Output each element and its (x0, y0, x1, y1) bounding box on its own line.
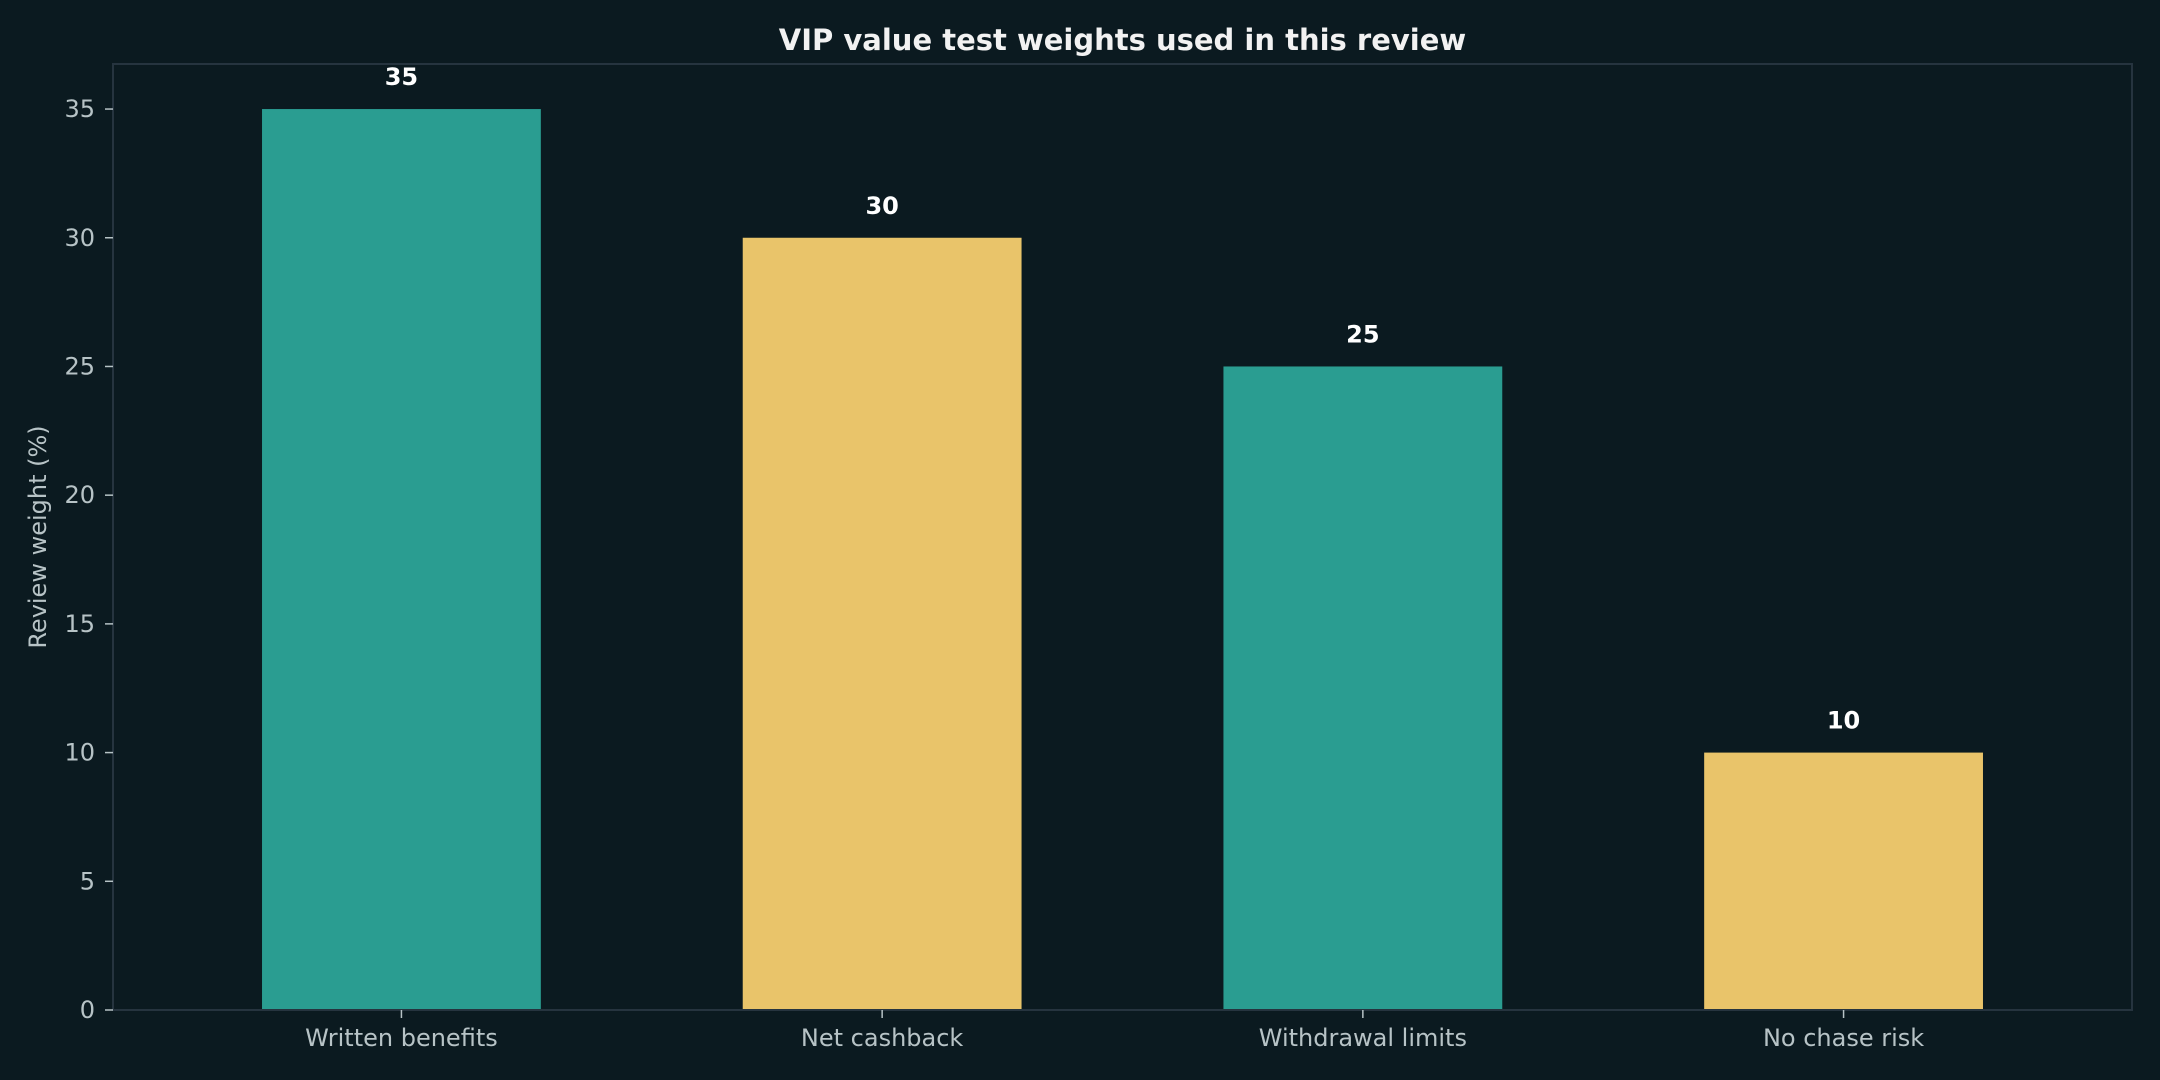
data-labels-layer: 35 30 25 10 (385, 63, 1861, 735)
y-axis-label: Review weight (%) (24, 425, 52, 648)
y-tick-label: 25 (64, 352, 95, 380)
y-tick-label: 30 (64, 224, 95, 252)
y-axis: 0 5 10 15 20 25 30 35 (64, 95, 113, 1024)
bars-layer (262, 109, 1983, 1011)
bar-net-cashback (742, 237, 1022, 1010)
y-tick-label: 20 (64, 481, 95, 509)
x-tick-label: Written benefits (305, 1024, 498, 1052)
chart-title: VIP value test weights used in this revi… (779, 23, 1466, 57)
x-tick-label: Net cashback (801, 1024, 964, 1052)
y-tick-label: 0 (80, 996, 95, 1024)
bar-withdrawal-limits (1223, 366, 1503, 1010)
plot-frame (112, 63, 2133, 1011)
y-tick-label: 15 (64, 610, 95, 638)
x-tick-label: Withdrawal limits (1259, 1024, 1467, 1052)
data-label: 30 (865, 192, 898, 220)
y-tick-label: 5 (80, 867, 95, 895)
data-label: 35 (385, 63, 418, 91)
x-tick-label: No chase risk (1763, 1024, 1924, 1052)
bar-no-chase-risk (1704, 752, 1983, 1010)
x-axis: Written benefits Net cashback Withdrawal l… (305, 1010, 1924, 1052)
y-tick-label: 10 (64, 739, 95, 767)
bar-written-benefits (262, 109, 541, 1011)
data-label: 10 (1827, 707, 1860, 735)
y-tick-label: 35 (64, 95, 95, 123)
data-label: 25 (1346, 320, 1379, 348)
